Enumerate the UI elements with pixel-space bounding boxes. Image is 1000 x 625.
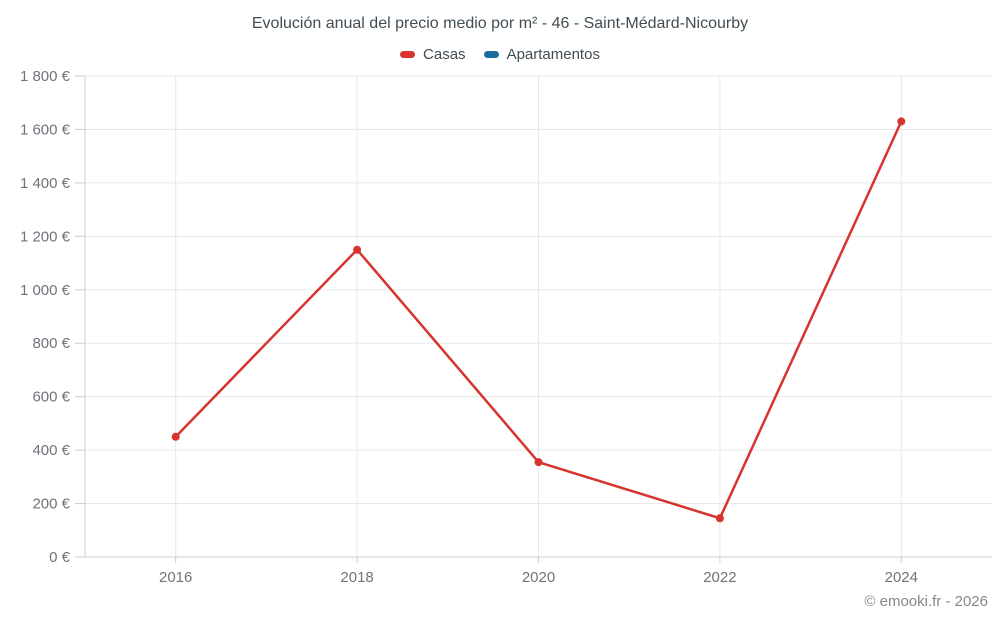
data-point-casas-2018[interactable] [353, 245, 362, 254]
copyright-footer: © emooki.fr - 2026 [864, 593, 988, 610]
y-tick-label: 800 € [32, 335, 70, 352]
y-tick-label: 0 € [49, 549, 71, 566]
y-tick-label: 200 € [32, 496, 70, 513]
data-point-casas-2022[interactable] [715, 514, 724, 523]
data-point-casas-2016[interactable] [171, 432, 180, 441]
legend-item-casas[interactable]: Casas [400, 46, 466, 63]
legend-item-apartamentos[interactable]: Apartamentos [483, 46, 600, 63]
y-tick-label: 1 000 € [20, 282, 71, 299]
y-tick-label: 600 € [32, 389, 70, 406]
chart-legend: Casas Apartamentos [0, 46, 1000, 63]
legend-swatch-apartamentos [483, 51, 499, 58]
y-tick-label: 1 800 € [20, 68, 71, 85]
chart-title: Evolución anual del precio medio por m² … [251, 15, 749, 32]
x-tick-label: 2016 [159, 569, 192, 586]
x-tick-label: 2018 [340, 569, 373, 586]
legend-label-casas: Casas [423, 46, 466, 63]
x-tick-label: 2022 [703, 569, 736, 586]
y-tick-label: 1 600 € [20, 121, 71, 138]
data-point-casas-2020[interactable] [534, 458, 543, 467]
data-point-casas-2024[interactable] [897, 117, 906, 126]
y-tick-label: 400 € [32, 442, 70, 459]
legend-label-apartamentos: Apartamentos [506, 46, 600, 63]
y-tick-label: 1 200 € [20, 228, 71, 245]
y-tick-label: 1 400 € [20, 175, 71, 192]
legend-swatch-casas [400, 51, 416, 58]
x-tick-label: 2024 [885, 569, 918, 586]
x-tick-label: 2020 [522, 569, 555, 586]
